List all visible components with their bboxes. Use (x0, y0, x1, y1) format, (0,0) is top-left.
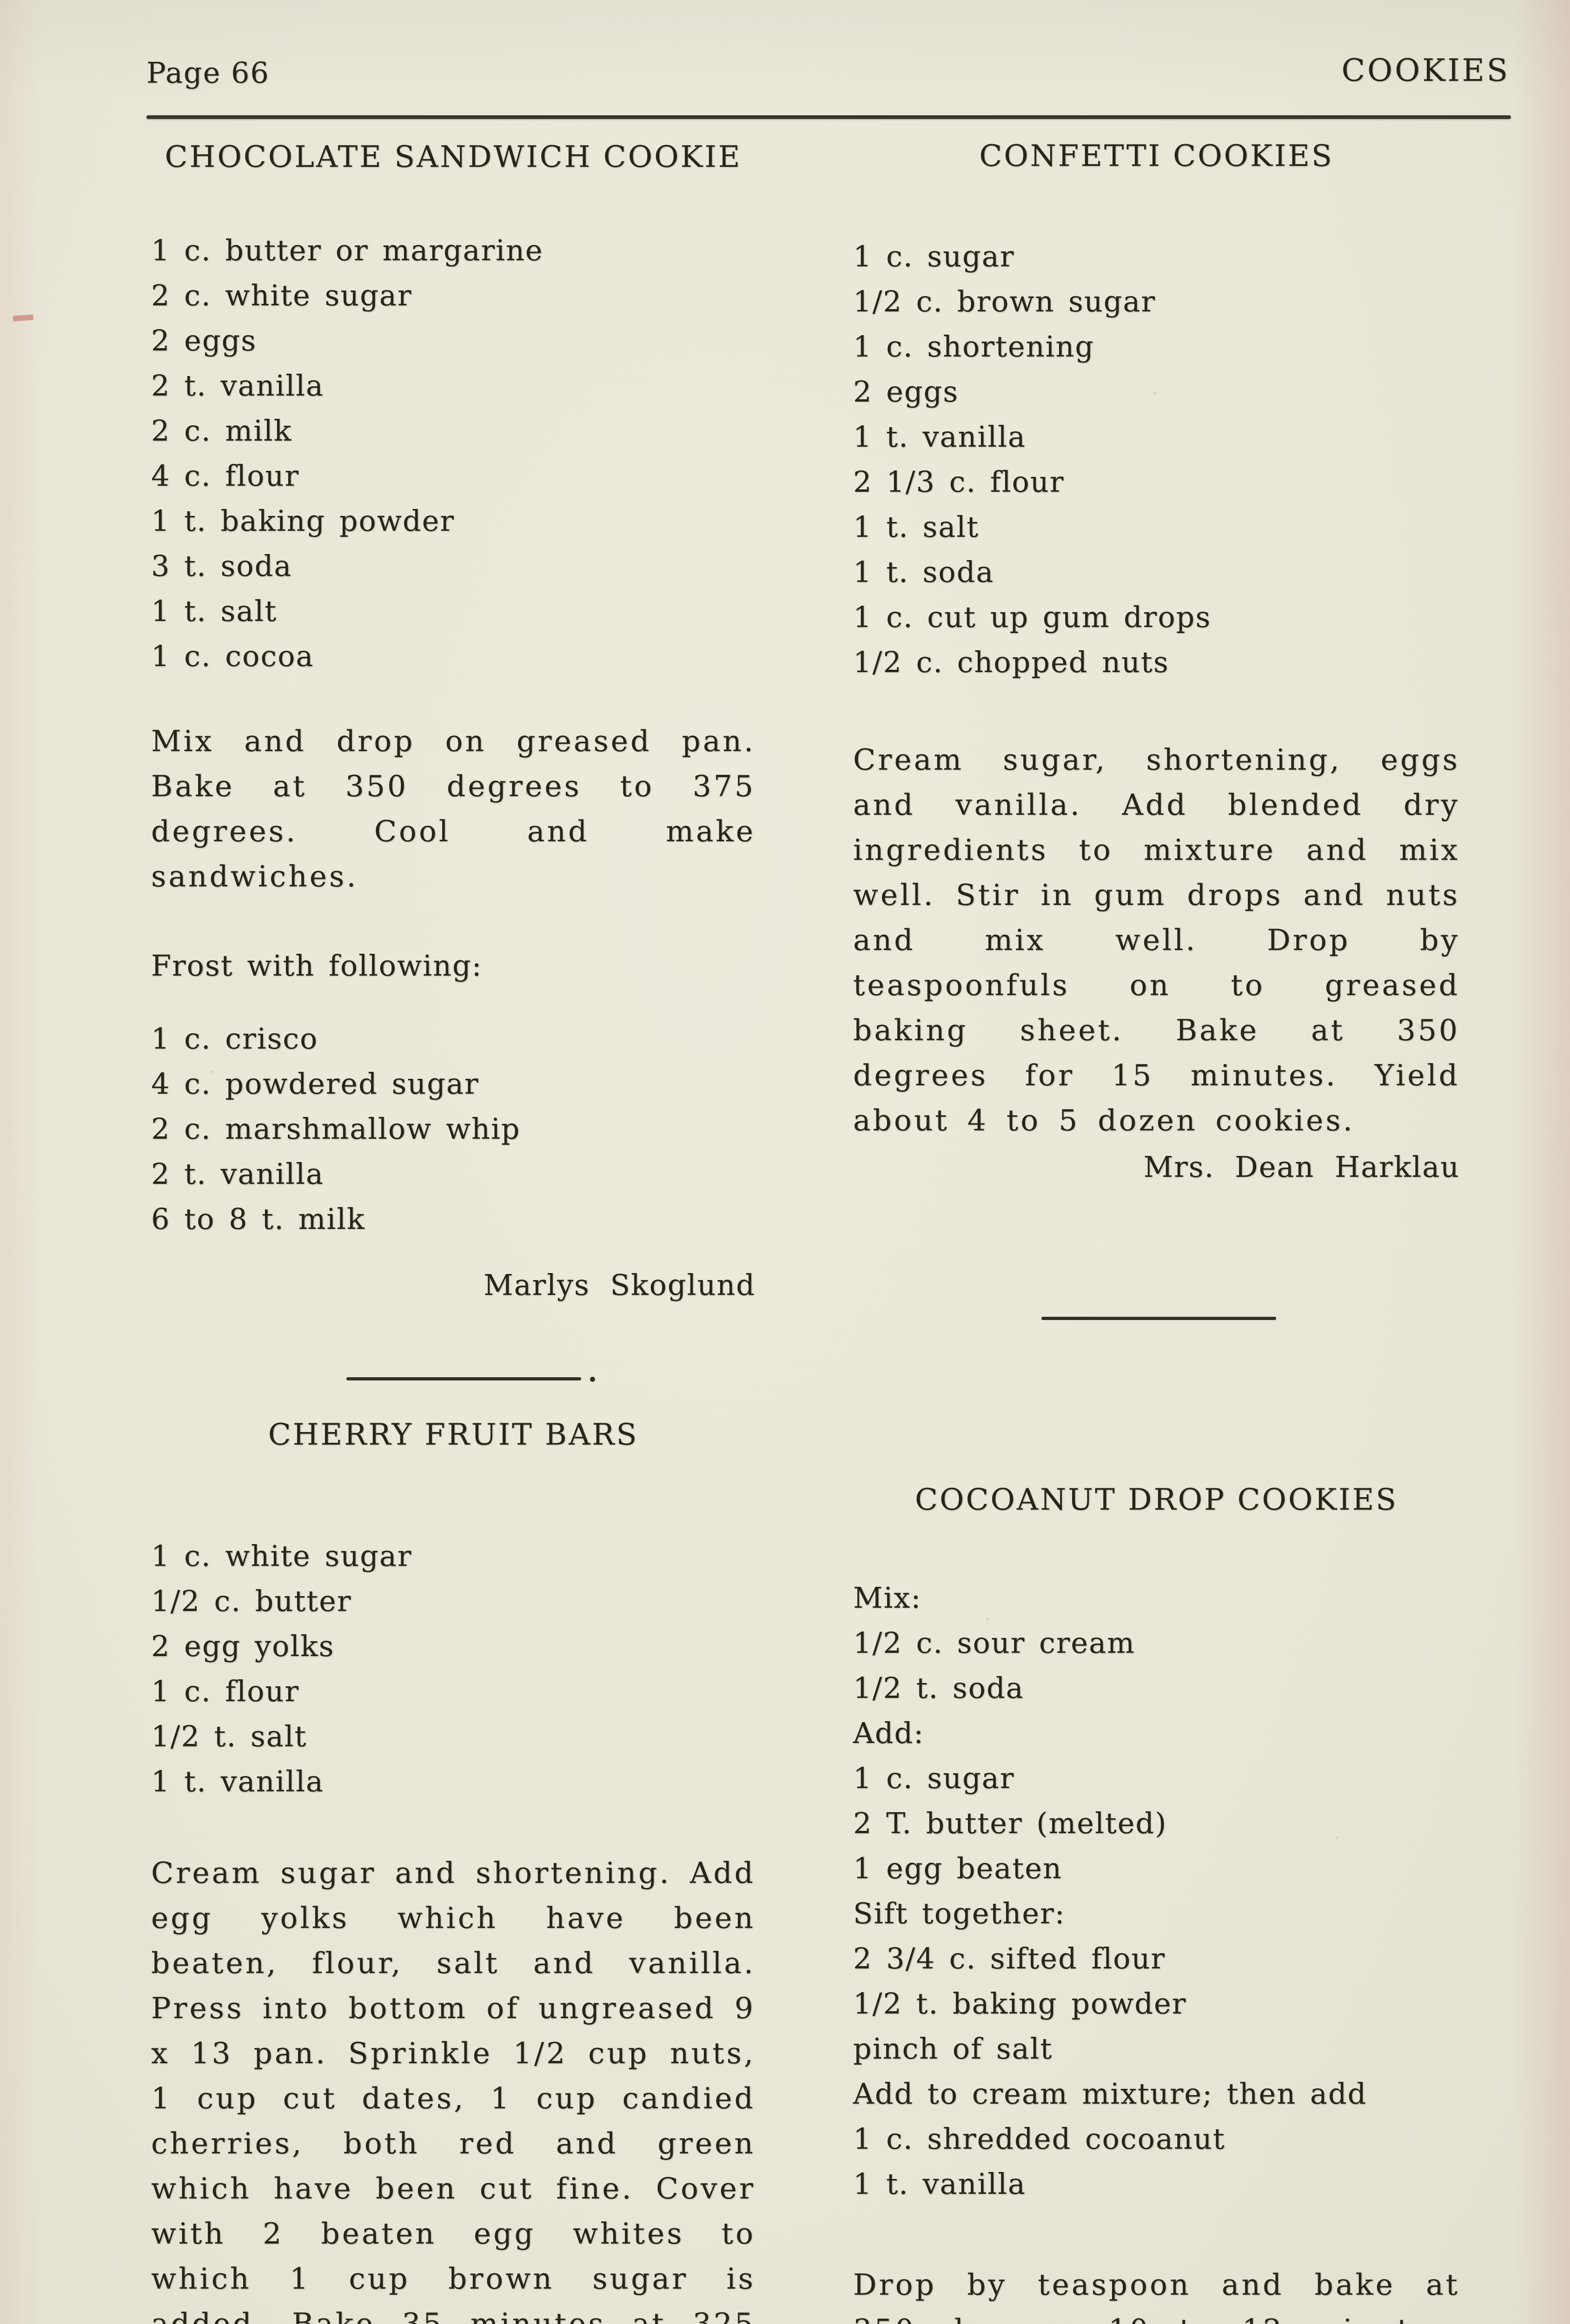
section-divider (346, 1377, 595, 1382)
ingredient-line: 1 t. vanilla (151, 1764, 324, 1798)
ingredient-line: 1/2 t. salt (151, 1719, 307, 1753)
step-line: 2 3/4 c. sifted flour (853, 1941, 1166, 1975)
ingredient-list-chocolate-sandwich: 1 c. butter or margarine 2 c. white suga… (151, 228, 755, 679)
step-line: pinch of salt (853, 2032, 1053, 2066)
instructions-cherry-fruit-bars: Cream sugar and shortening. Add egg yolk… (151, 1856, 755, 2324)
step-line: 1/2 t. baking powder (853, 1987, 1187, 2020)
page-number: Page 66 (146, 56, 270, 90)
ingredient-line: 2 t. vanilla (151, 369, 324, 403)
step-line: Add: (853, 1716, 925, 1750)
step-line: 1 c. shredded cocoanut (853, 2122, 1226, 2156)
ingredient-line: 1 t. salt (151, 594, 278, 628)
ingredient-line: 2 c. milk (151, 414, 292, 448)
recipe-title-cocoanut-drop-cookies: COCOANUT DROP COOKIES (915, 1483, 1398, 1517)
ingredient-line: 1 c. crisco (151, 1022, 318, 1056)
ingredient-line: 1/2 c. brown sugar (853, 284, 1156, 318)
scan-specks (0, 0, 2, 2)
ingredient-line: 6 to 8 t. milk (151, 1202, 365, 1236)
step-line: Mix: (853, 1581, 922, 1615)
ingredient-line: 1 t. baking powder (151, 504, 455, 538)
step-line: 1/2 c. sour cream (853, 1626, 1135, 1660)
ingredient-line: 1 c. cocoa (151, 639, 314, 673)
ingredient-line: 2 1/3 c. flour (853, 465, 1065, 499)
ingredient-line: 1 c. cut up gum drops (853, 600, 1212, 634)
ingredient-line: 1 t. vanilla (853, 420, 1026, 454)
ingredient-line: 1/2 c. chopped nuts (853, 645, 1169, 679)
ingredient-line: 1 c. sugar (853, 239, 1015, 273)
step-line: 1 c. sugar (853, 1761, 1015, 1795)
section-title: COOKIES (1341, 53, 1510, 88)
ingredient-line: 2 eggs (151, 324, 257, 357)
ingredient-line: 4 c. powdered sugar (151, 1067, 479, 1101)
ingredient-line: 1 c. white sugar (151, 1539, 412, 1573)
contributor-name: Marlys Skoglund (484, 1268, 755, 1302)
step-line: Sift together: (853, 1896, 1066, 1930)
ingredient-line: 1 c. shortening (853, 330, 1094, 363)
instructions-cocoanut-drop: Drop by teaspoon and bake at 350 degrees… (853, 2268, 1460, 2324)
ingredient-line: 1 t. salt (853, 510, 980, 544)
section-divider (1041, 1317, 1276, 1320)
ingredient-line: 1 t. soda (853, 555, 994, 589)
frosting-heading: Frost with following: (151, 949, 483, 983)
ingredient-line: 2 c. white sugar (151, 278, 412, 312)
recipe-title-confetti-cookies: CONFETTI COOKIES (979, 139, 1334, 173)
ingredient-line: 1/2 c. butter (151, 1584, 352, 1618)
ingredient-line: 2 t. vanilla (151, 1157, 324, 1191)
ingredient-list-confetti: 1 c. sugar 1/2 c. brown sugar 1 c. short… (853, 234, 1460, 685)
left-column: CHOCOLATE SANDWICH COOKIE 1 c. butter or… (151, 0, 755, 2324)
ingredient-line: 3 t. soda (151, 549, 292, 583)
ingredient-line: 2 egg yolks (151, 1629, 335, 1663)
ingredient-line: 1 c. flour (151, 1674, 299, 1708)
recipe-title-cherry-fruit-bars: CHERRY FRUIT BARS (268, 1418, 639, 1452)
instructions-chocolate-sandwich: Mix and drop on greased pan. Bake at 350… (151, 724, 755, 893)
step-line: 1/2 t. soda (853, 1671, 1024, 1705)
header-rule (146, 115, 1511, 119)
ingredient-list-cherry-fruit-bars: 1 c. white sugar 1/2 c. butter 2 egg yol… (151, 1533, 755, 1804)
contributor-name: Mrs. Dean Harklau (1143, 1150, 1460, 1184)
instructions-confetti: Cream sugar, shortening, eggs and vanill… (853, 743, 1460, 1137)
ingredient-line: 2 eggs (853, 375, 959, 409)
scan-artifact-red-mark (13, 314, 34, 322)
recipe-title-chocolate-sandwich-cookie: CHOCOLATE SANDWICH COOKIE (165, 140, 742, 174)
ingredient-line: 2 c. marshmallow whip (151, 1112, 521, 1146)
step-list-cocoanut-drop: Mix: 1/2 c. sour cream 1/2 t. soda Add: … (853, 1575, 1460, 2206)
ingredient-line: 1 c. butter or margarine (151, 233, 543, 267)
step-line: 1 egg beaten (853, 1851, 1062, 1885)
frosting-ingredient-list: 1 c. crisco 4 c. powdered sugar 2 c. mar… (151, 1016, 755, 1241)
ingredient-line: 4 c. flour (151, 459, 299, 493)
step-line: 1 t. vanilla (853, 2167, 1026, 2201)
step-line: Add to cream mixture; then add (853, 2077, 1367, 2111)
right-column: CONFETTI COOKIES 1 c. sugar 1/2 c. brown… (853, 0, 1460, 2324)
step-line: 2 T. butter (melted) (853, 1806, 1167, 1840)
